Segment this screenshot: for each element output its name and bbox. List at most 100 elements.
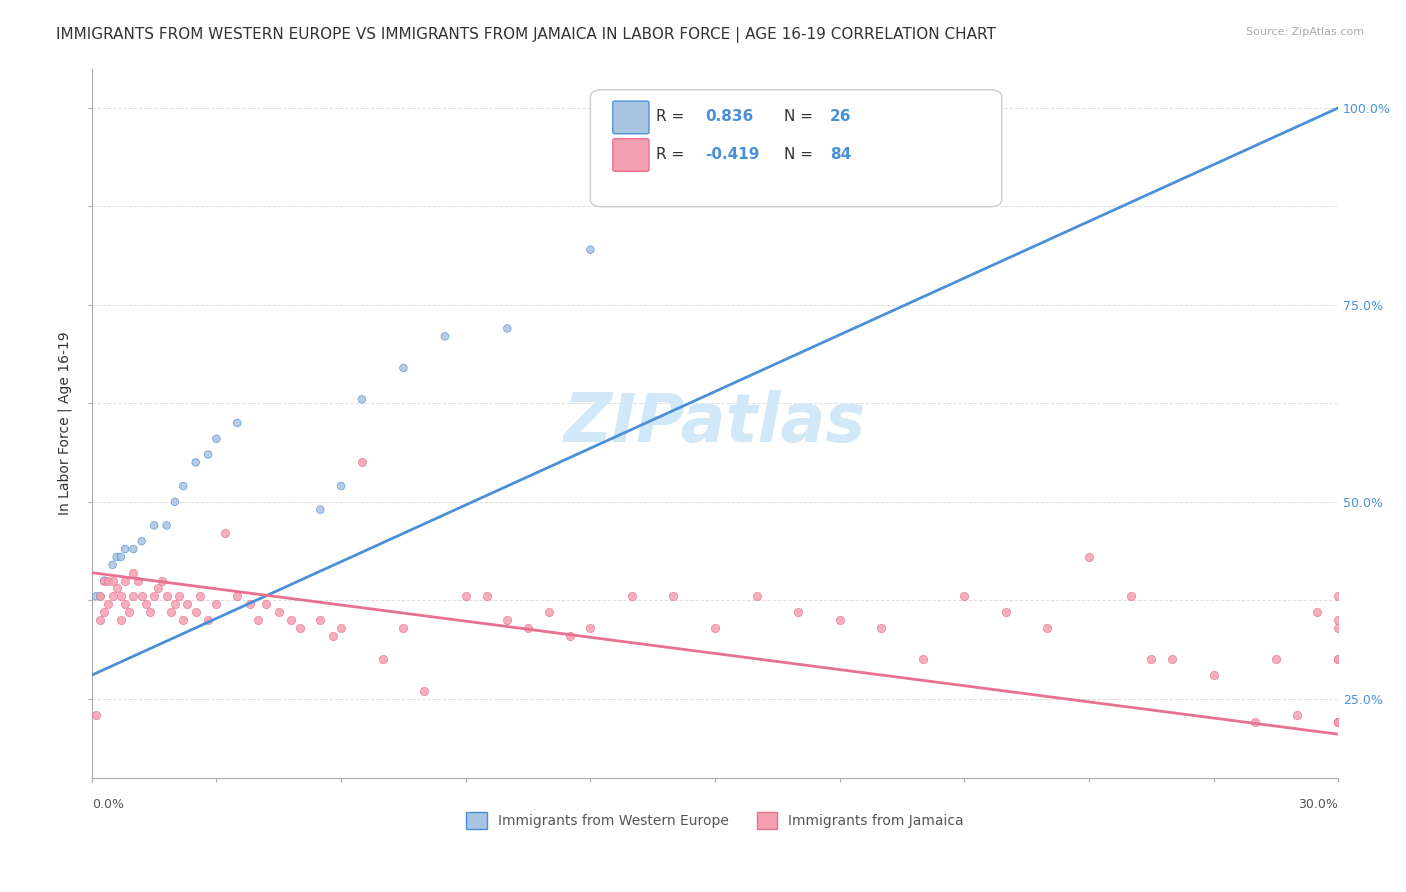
Point bbox=[172, 479, 194, 493]
Point bbox=[167, 590, 190, 604]
Point bbox=[197, 448, 219, 462]
Point bbox=[517, 621, 540, 635]
Point bbox=[1327, 652, 1350, 666]
Point bbox=[118, 605, 141, 619]
Point bbox=[114, 574, 136, 588]
Point bbox=[172, 613, 194, 627]
Point bbox=[280, 613, 302, 627]
Point bbox=[226, 590, 249, 604]
Point bbox=[197, 613, 219, 627]
Text: 0.836: 0.836 bbox=[704, 109, 754, 124]
Point bbox=[1119, 590, 1142, 604]
Point bbox=[330, 621, 353, 635]
Point bbox=[205, 432, 228, 446]
Point bbox=[475, 590, 498, 604]
Point bbox=[97, 597, 120, 611]
Point bbox=[89, 590, 111, 604]
Text: 30.0%: 30.0% bbox=[1298, 798, 1339, 811]
Point bbox=[184, 605, 207, 619]
Point bbox=[1306, 605, 1329, 619]
Point bbox=[392, 621, 415, 635]
Point bbox=[330, 479, 353, 493]
Point bbox=[159, 605, 181, 619]
Point bbox=[188, 590, 211, 604]
Point bbox=[704, 124, 727, 138]
Point bbox=[110, 590, 132, 604]
Point bbox=[371, 652, 394, 666]
Point bbox=[105, 582, 128, 596]
Text: R =: R = bbox=[657, 147, 689, 161]
Text: 26: 26 bbox=[830, 109, 851, 124]
Point bbox=[1264, 652, 1286, 666]
Point bbox=[97, 574, 120, 588]
Point bbox=[254, 597, 277, 611]
Point bbox=[89, 590, 111, 604]
Point bbox=[911, 652, 934, 666]
Point bbox=[122, 590, 145, 604]
Point bbox=[620, 590, 643, 604]
Point bbox=[1327, 590, 1350, 604]
Point bbox=[114, 597, 136, 611]
Point bbox=[496, 613, 519, 627]
Text: IMMIGRANTS FROM WESTERN EUROPE VS IMMIGRANTS FROM JAMAICA IN LABOR FORCE | AGE 1: IMMIGRANTS FROM WESTERN EUROPE VS IMMIGR… bbox=[56, 27, 995, 43]
Point bbox=[105, 549, 128, 564]
Text: N =: N = bbox=[783, 147, 817, 161]
Point bbox=[131, 534, 153, 549]
Text: 84: 84 bbox=[830, 147, 851, 161]
Point bbox=[155, 518, 177, 533]
Point bbox=[870, 621, 893, 635]
Point bbox=[148, 582, 170, 596]
Point bbox=[163, 495, 186, 509]
Point bbox=[93, 574, 115, 588]
Point bbox=[122, 566, 145, 580]
Point bbox=[1327, 613, 1350, 627]
Point bbox=[110, 549, 132, 564]
Point bbox=[184, 455, 207, 469]
Point bbox=[139, 605, 162, 619]
Point bbox=[309, 613, 332, 627]
Point bbox=[131, 590, 153, 604]
Point bbox=[1036, 621, 1059, 635]
Text: ZIPatlas: ZIPatlas bbox=[564, 390, 866, 456]
Point bbox=[322, 629, 344, 643]
Text: Source: ZipAtlas.com: Source: ZipAtlas.com bbox=[1246, 27, 1364, 37]
Point bbox=[135, 597, 157, 611]
Point bbox=[953, 590, 976, 604]
Point bbox=[413, 684, 436, 698]
Point bbox=[1078, 549, 1101, 564]
Point bbox=[110, 613, 132, 627]
Point bbox=[226, 416, 249, 430]
Point bbox=[350, 455, 373, 469]
Point bbox=[558, 629, 581, 643]
Point bbox=[1327, 715, 1350, 730]
Point bbox=[163, 597, 186, 611]
Point bbox=[579, 243, 602, 257]
Point bbox=[101, 558, 124, 572]
Text: R =: R = bbox=[657, 109, 689, 124]
Point bbox=[1202, 668, 1225, 682]
Point bbox=[247, 613, 270, 627]
Point bbox=[1327, 621, 1350, 635]
Point bbox=[152, 574, 174, 588]
Text: N =: N = bbox=[783, 109, 817, 124]
FancyBboxPatch shape bbox=[613, 139, 650, 171]
Point bbox=[239, 597, 262, 611]
Point bbox=[122, 542, 145, 557]
Point bbox=[288, 621, 311, 635]
Point bbox=[828, 613, 851, 627]
Text: 0.0%: 0.0% bbox=[91, 798, 124, 811]
Point bbox=[1327, 715, 1350, 730]
Point bbox=[1244, 715, 1267, 730]
Point bbox=[994, 605, 1017, 619]
Point bbox=[127, 574, 149, 588]
Point bbox=[267, 605, 290, 619]
Point bbox=[1161, 652, 1184, 666]
Point bbox=[392, 360, 415, 375]
Point bbox=[537, 605, 560, 619]
Point bbox=[101, 590, 124, 604]
Point bbox=[1327, 715, 1350, 730]
Point bbox=[1327, 652, 1350, 666]
Legend: Immigrants from Western Europe, Immigrants from Jamaica: Immigrants from Western Europe, Immigran… bbox=[460, 806, 970, 834]
Point bbox=[579, 621, 602, 635]
Point bbox=[84, 707, 107, 722]
